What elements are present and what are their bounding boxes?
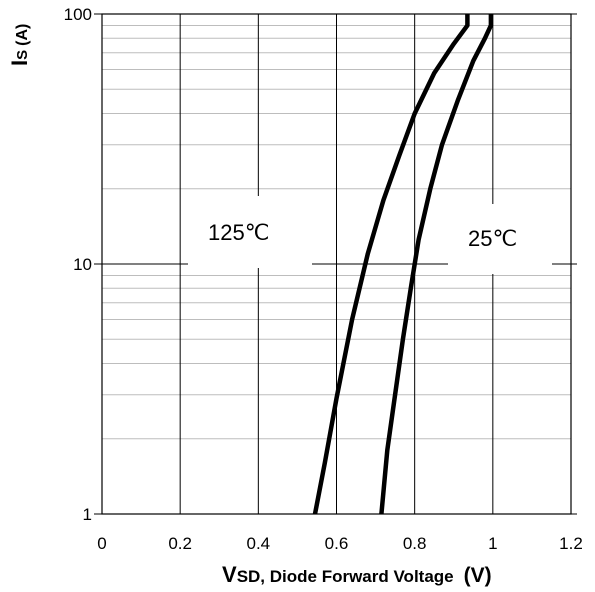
x-tick-label: 0: [97, 534, 106, 553]
x-axis-title-sub: SD, Diode Forward Voltage: [237, 567, 454, 586]
x-tick-label: 1: [488, 534, 497, 553]
y-axis-title-main: I: [7, 60, 32, 66]
x-tick-label: 0.2: [168, 534, 192, 553]
x-tick-label: 1.2: [559, 534, 583, 553]
y-axis-title-unit: (A): [14, 24, 31, 46]
y-axis-title: IS (A): [7, 24, 32, 66]
y-axis-title-sub: S: [14, 50, 31, 60]
label-bg-25c: [448, 204, 552, 274]
y-tick-label: 1: [83, 505, 92, 524]
x-tick-labels: 0 0.2 0.4 0.6 0.8 1 1.2: [97, 534, 583, 553]
x-axis-title-unit: (V): [464, 564, 492, 587]
x-tick-label: 0.6: [325, 534, 349, 553]
y-tick-label: 10: [73, 255, 92, 274]
x-tick-label: 0.8: [403, 534, 427, 553]
curves: [312, 14, 494, 515]
x-axis-title-main: V: [222, 562, 237, 587]
series-label-25c: 25℃: [468, 226, 517, 251]
x-tick-label: 0.4: [247, 534, 271, 553]
plot-frame: [101, 13, 572, 515]
y-tick-label: 100: [64, 5, 92, 24]
series-line-1: [379, 14, 494, 515]
x-axis-title: VSD, Diode Forward Voltage (V): [222, 562, 492, 587]
y-tick-labels: 1 10 100: [64, 5, 92, 524]
label-bg-125c: [188, 196, 312, 268]
curve-label-backgrounds: [188, 196, 552, 274]
series-line-0: [312, 14, 470, 515]
series-label-125c: 125℃: [208, 220, 269, 245]
